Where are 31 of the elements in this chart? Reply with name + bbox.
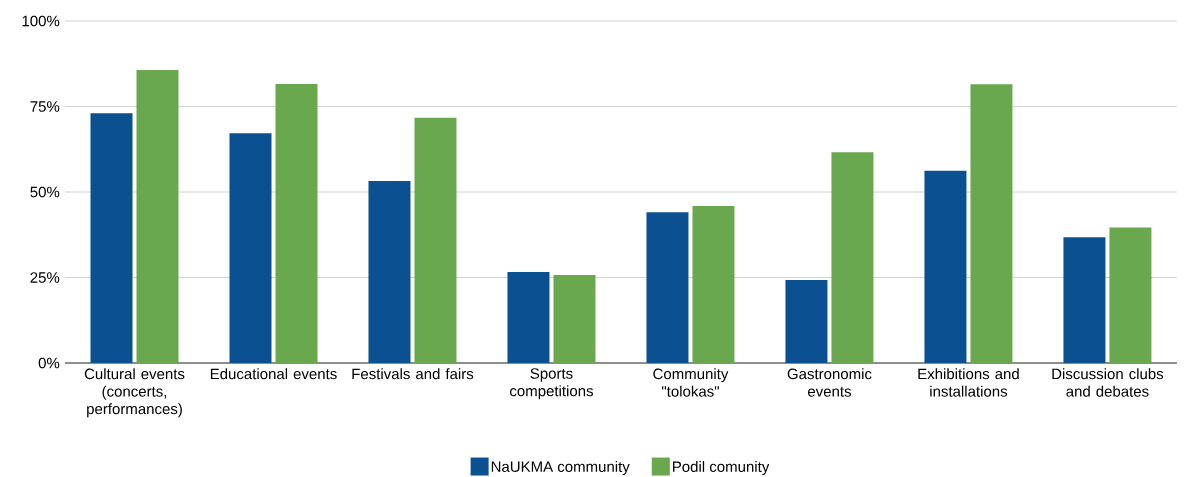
x-tick-label: Community "tolokas"	[653, 368, 729, 397]
bar	[90, 113, 133, 363]
bar	[1063, 237, 1106, 363]
x-tick-label: Gastronomic events	[787, 368, 872, 397]
bar	[970, 84, 1013, 363]
bar	[507, 272, 550, 363]
bar	[136, 69, 179, 363]
y-tick-label: 75%	[30, 101, 60, 112]
bar	[368, 181, 411, 363]
x-tick-label: Discussion clubs and debates	[1052, 368, 1164, 397]
bar	[275, 83, 318, 363]
y-tick-label: 100%	[22, 15, 60, 27]
legend-label: Podil comunity	[673, 460, 770, 475]
bar	[646, 212, 689, 363]
x-tick-label: Exhibitions and installations	[918, 368, 1019, 397]
bar	[785, 279, 828, 363]
y-tick-label: 25%	[30, 272, 60, 283]
x-tick-label: Festivals and fairs	[352, 368, 474, 380]
bar	[924, 170, 967, 363]
x-tick-label: Educational events	[210, 368, 337, 380]
bar	[692, 206, 735, 363]
y-tick-label: 50%	[30, 186, 60, 198]
x-tick-label: Cultural events (concerts, performances)	[84, 368, 185, 418]
bar	[229, 133, 272, 363]
bar	[414, 117, 457, 363]
bar	[831, 152, 874, 363]
bar	[1109, 227, 1152, 363]
bar	[553, 275, 596, 363]
x-tick-label: Sports competitions	[510, 368, 594, 400]
y-tick-label: 0%	[38, 357, 60, 369]
legend-label: NaUKMA community	[491, 460, 630, 475]
